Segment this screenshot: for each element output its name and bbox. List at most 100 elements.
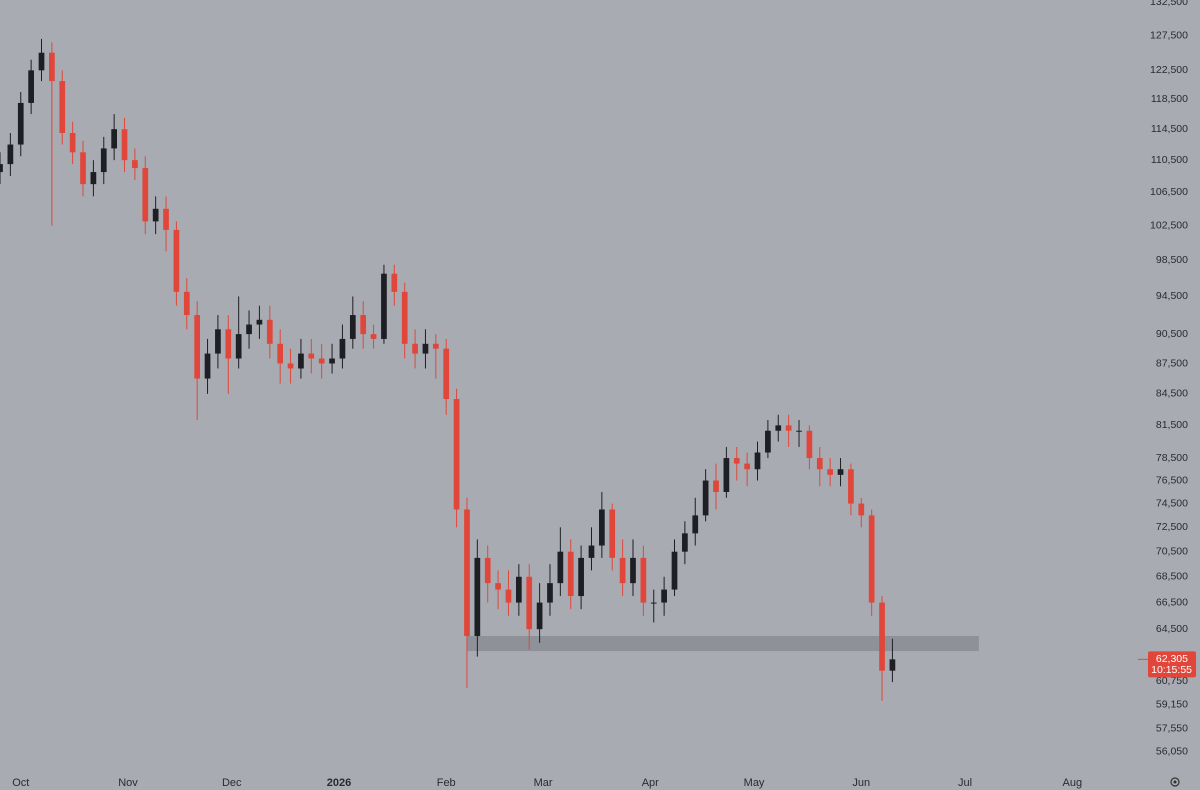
candle <box>536 583 543 643</box>
candle <box>121 117 128 173</box>
candle-body <box>630 557 636 584</box>
candle <box>69 121 76 165</box>
y-tick-label: 102,500 <box>1150 219 1188 231</box>
candle <box>827 458 834 487</box>
candle-body <box>474 557 481 636</box>
candle-body <box>495 583 501 590</box>
candle-body <box>308 353 315 359</box>
y-tick-label: 132,500 <box>1150 0 1188 8</box>
candle <box>204 338 211 394</box>
candle <box>671 539 678 597</box>
gear-icon[interactable] <box>1170 777 1180 787</box>
candle <box>505 570 512 616</box>
candle <box>785 414 792 448</box>
candle-body <box>287 363 294 369</box>
y-tick-label: 81,500 <box>1156 419 1188 431</box>
candle <box>298 338 304 379</box>
candle-body <box>443 348 450 400</box>
candle-body <box>702 480 709 516</box>
candle <box>194 301 201 421</box>
candle <box>713 463 719 510</box>
candle-body <box>225 329 232 359</box>
settings-icon[interactable] <box>1170 777 1180 787</box>
candle <box>775 414 782 442</box>
candle-body <box>422 343 429 354</box>
candle-body <box>816 458 823 470</box>
y-tick-label: 87,500 <box>1156 357 1188 369</box>
x-tick-label: Aug <box>1062 777 1082 789</box>
candle-body <box>879 602 885 671</box>
candle-body <box>785 425 792 431</box>
candle <box>381 264 387 344</box>
candle <box>453 388 460 528</box>
candle-body <box>204 353 211 379</box>
candle-body <box>298 353 304 369</box>
candle <box>59 70 66 145</box>
candle <box>318 343 325 379</box>
candle-body <box>173 229 180 292</box>
candle-body <box>775 425 782 431</box>
candle <box>599 491 605 558</box>
candle <box>868 509 875 616</box>
y-tick-label: 118,500 <box>1151 93 1188 105</box>
candle <box>474 539 481 657</box>
candle <box>640 545 647 616</box>
candle <box>464 497 470 688</box>
candle <box>547 564 553 616</box>
candle <box>630 539 636 597</box>
candle <box>588 527 595 571</box>
candle <box>329 343 335 374</box>
candle <box>879 596 885 701</box>
candle-body <box>256 319 263 325</box>
candle <box>246 310 252 349</box>
candle <box>256 305 263 339</box>
candle-body <box>837 469 844 475</box>
candle <box>692 497 699 546</box>
candle-body <box>723 458 730 492</box>
candle <box>173 221 180 306</box>
candle-body <box>152 208 159 222</box>
candle <box>495 570 501 610</box>
candle-body <box>339 338 346 359</box>
y-tick-label: 59,150 <box>1156 698 1188 710</box>
candle-body <box>796 430 802 432</box>
countdown-label: 10:15:55 <box>1151 664 1192 676</box>
candle-body <box>360 315 367 335</box>
candle <box>17 91 24 157</box>
candle-body <box>765 430 771 453</box>
candle <box>816 447 823 487</box>
candle <box>412 329 418 369</box>
candle-body <box>277 343 284 364</box>
candle-body <box>401 291 408 344</box>
candle <box>287 348 294 384</box>
candle <box>889 638 896 683</box>
candle <box>422 329 429 369</box>
candle-body <box>640 557 647 603</box>
y-tick-label: 56,050 <box>1156 745 1188 757</box>
candle <box>682 521 688 565</box>
y-tick-label: 110,500 <box>1151 154 1188 166</box>
candle-body <box>246 324 252 335</box>
y-tick-label: 64,500 <box>1156 623 1188 635</box>
candle-body <box>754 452 761 470</box>
y-tick-label: 57,550 <box>1156 722 1188 734</box>
candle-body <box>80 152 86 185</box>
x-tick-label: Dec <box>222 777 242 789</box>
y-tick-label: 78,500 <box>1156 452 1188 464</box>
candle <box>339 324 346 369</box>
candle <box>370 324 377 349</box>
candle-body <box>848 469 854 504</box>
candle-body <box>567 551 574 597</box>
candle <box>443 338 450 415</box>
candle-body <box>370 334 377 339</box>
candle <box>765 420 771 459</box>
y-tick-label: 74,500 <box>1156 497 1188 509</box>
y-tick-label: 90,500 <box>1156 328 1188 340</box>
candle <box>484 545 491 603</box>
y-tick-label: 68,500 <box>1156 571 1188 583</box>
candle-body <box>132 160 138 169</box>
candle <box>0 152 3 185</box>
gear-center[interactable] <box>1173 780 1177 784</box>
candle <box>754 441 761 481</box>
